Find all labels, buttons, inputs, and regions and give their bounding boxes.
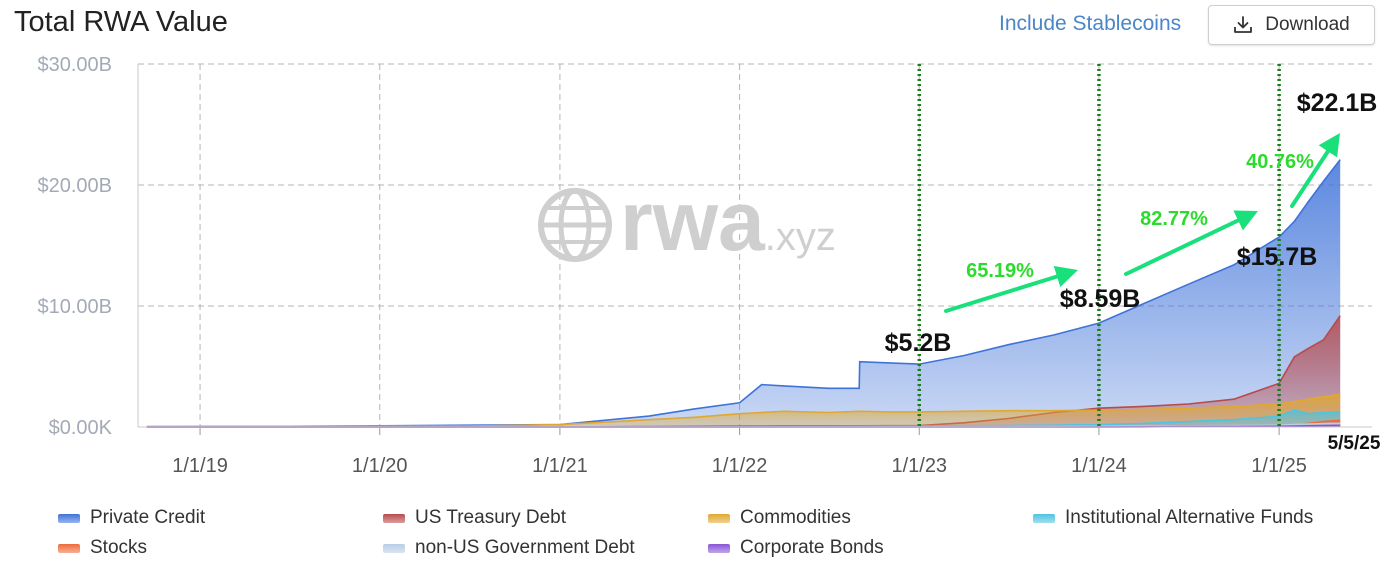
x-tick-label: 1/1/21 <box>532 455 588 477</box>
y-tick-label: $20.00B <box>37 175 112 197</box>
series-area <box>146 159 1341 427</box>
legend-label: Corporate Bonds <box>740 537 884 558</box>
marker-value-label: $22.1B <box>1297 89 1378 117</box>
legend-swatch <box>708 513 730 523</box>
growth-arrow-head <box>1318 133 1340 158</box>
x-tick-label: 1/1/24 <box>1071 455 1127 477</box>
include-stablecoins-link[interactable]: Include Stablecoins <box>999 12 1182 35</box>
legend-item[interactable]: US Treasury Debt <box>383 507 566 529</box>
growth-arrow-shaft <box>1124 218 1241 276</box>
growth-arrow-head <box>1233 210 1258 231</box>
end-date-label: 5/5/25 <box>1328 433 1381 454</box>
growth-arrow-head <box>1053 266 1078 287</box>
legend-swatch <box>1033 513 1055 523</box>
x-tick-label: 1/1/19 <box>172 455 228 477</box>
growth-percent-label: 40.76% <box>1246 151 1314 173</box>
legend-swatch <box>708 543 730 553</box>
globe-icon <box>538 188 612 262</box>
legend-item[interactable]: Corporate Bonds <box>708 537 884 559</box>
legend-label: Commodities <box>740 507 851 528</box>
axes: $0.00K $10.00B $20.00B $30.00B 1/1/19 1/1/20 1… <box>37 54 1372 477</box>
x-tick-label: 1/1/22 <box>712 455 768 477</box>
series-area <box>146 394 1341 427</box>
legend-label: Stocks <box>90 537 148 558</box>
watermark: rwa.xyz <box>538 174 836 268</box>
y-tick-label: $10.00B <box>37 296 112 318</box>
legend-item[interactable]: non-US Government Debt <box>383 537 635 559</box>
x-tick-label: 1/1/23 <box>891 455 947 477</box>
legend-swatch <box>383 543 405 553</box>
marker-value-label: $5.2B <box>885 329 952 357</box>
marker-value-label: $15.7B <box>1237 243 1318 271</box>
y-tick-label: $0.00K <box>49 417 113 439</box>
legend-label: Private Credit <box>90 507 206 528</box>
annotations: $5.2B $8.59B $15.7B $22.1B 65.19% 82.77% 40.76… <box>885 64 1381 454</box>
chart-title: Total RWA Value <box>14 6 228 38</box>
legend-label: Institutional Alternative Funds <box>1065 507 1314 528</box>
legend-item[interactable]: Stocks <box>58 537 147 559</box>
x-tick-label: 1/1/25 <box>1251 455 1307 477</box>
legend-item[interactable]: Institutional Alternative Funds <box>1033 507 1313 529</box>
download-icon <box>1233 16 1253 34</box>
series-line <box>146 393 1341 428</box>
y-tick-label: $30.00B <box>37 54 112 76</box>
growth-percent-label: 82.77% <box>1140 208 1208 230</box>
x-tick-label: 1/1/20 <box>352 455 408 477</box>
download-label: Download <box>1265 14 1350 35</box>
legend-label: non-US Government Debt <box>415 537 635 558</box>
legend-swatch <box>58 543 80 553</box>
marker-value-label: $8.59B <box>1060 285 1141 313</box>
download-button[interactable]: Download <box>1208 5 1375 45</box>
growth-arrow-shaft <box>944 274 1059 313</box>
legend-item[interactable]: Commodities <box>708 507 851 529</box>
legend-item[interactable]: Private Credit <box>58 507 205 529</box>
legend-label: US Treasury Debt <box>415 507 566 528</box>
growth-percent-label: 65.19% <box>966 260 1034 282</box>
watermark-text: rwa.xyz <box>620 174 836 268</box>
legend-swatch <box>58 513 80 523</box>
legend-swatch <box>383 513 405 523</box>
growth-arrow-shaft <box>1290 149 1330 208</box>
